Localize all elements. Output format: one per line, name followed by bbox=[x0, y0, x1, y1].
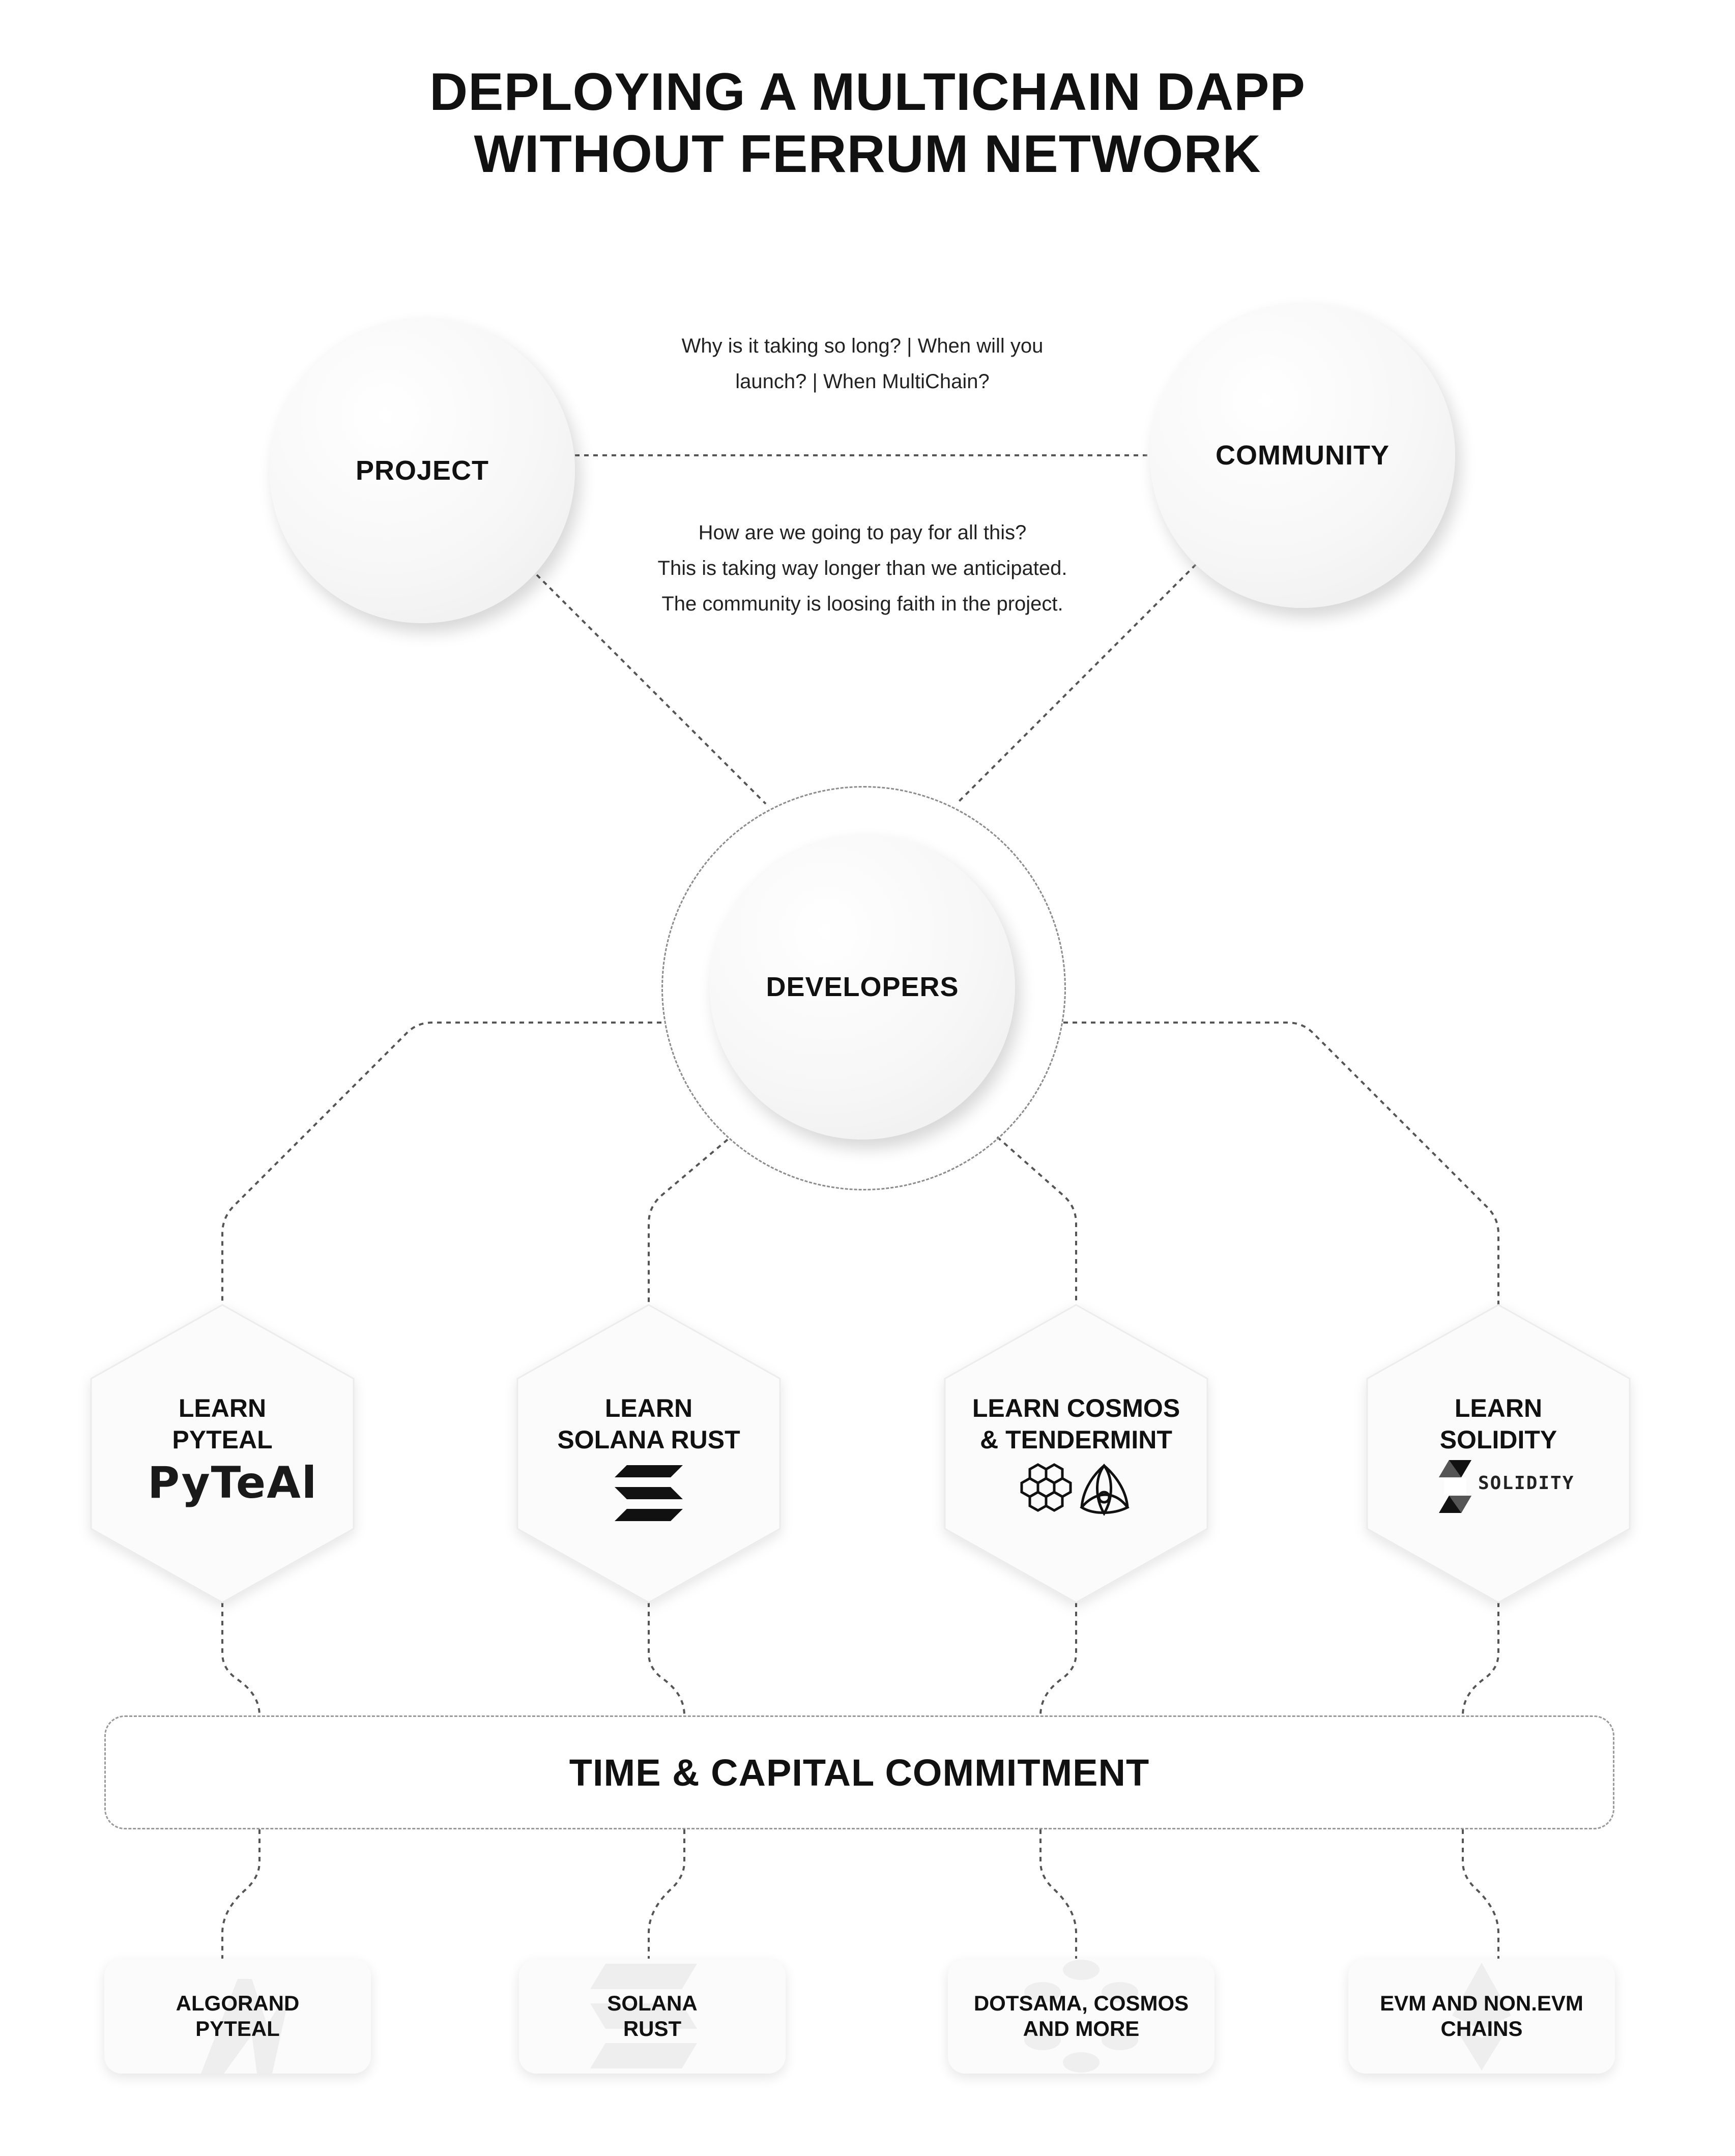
outcome-evm-line-1: EVM AND NON.EVM bbox=[1380, 1991, 1583, 2015]
connector-dev-solana bbox=[648, 1139, 729, 1305]
connector-solidity-commit bbox=[1462, 1603, 1499, 1716]
learn-solana-line-1: LEARN bbox=[604, 1394, 693, 1422]
connector-community-developers bbox=[956, 564, 1197, 805]
hex-learn-cosmos bbox=[944, 1304, 1208, 1604]
developers-label: DEVELOPERS bbox=[766, 972, 959, 1002]
learn-cosmos-line-1: LEARN COSMOS bbox=[972, 1394, 1180, 1422]
developers-node: DEVELOPERS bbox=[710, 834, 1015, 1140]
outcome-algorand-line-1: ALGORAND bbox=[176, 1991, 300, 2015]
outcome-solana: SOLANA RUST bbox=[519, 1959, 786, 2074]
outcome-algorand-line-2: PYTEAL bbox=[195, 2017, 280, 2041]
learn-pyteal-line-1: LEARN bbox=[178, 1394, 267, 1422]
connector-commit-dotsama bbox=[1039, 1829, 1077, 1959]
outcome-dotsama-line-1: DOTSAMA, COSMOS bbox=[973, 1991, 1189, 2015]
outcome-algorand: ALGORAND PYTEAL bbox=[104, 1959, 371, 2074]
outcome-solana-line-1: SOLANA bbox=[607, 1991, 698, 2015]
outcome-solana-line-2: RUST bbox=[623, 2017, 682, 2041]
outcome-dotsama: DOTSAMA, COSMOS AND MORE bbox=[948, 1959, 1214, 2074]
commitment-label: TIME & CAPITAL COMMITMENT bbox=[569, 1751, 1150, 1794]
learn-solana-line-2: SOLANA RUST bbox=[557, 1425, 740, 1454]
learn-solidity-label: LEARN SOLIDITY bbox=[1366, 1392, 1631, 1455]
developers-ring bbox=[661, 786, 1066, 1190]
outcome-evm-label: EVM AND NON.EVM CHAINS bbox=[1348, 1959, 1615, 2074]
solidity-wordmark: SOLIDITY bbox=[1478, 1473, 1575, 1494]
connector-solana-commit bbox=[648, 1603, 685, 1716]
project-label: PROJECT bbox=[355, 455, 489, 486]
learn-cosmos-line-2: & TENDERMINT bbox=[980, 1425, 1172, 1454]
project-concerns-line-2: This is taking way longer than we antici… bbox=[657, 557, 1067, 579]
solana-logo-icon bbox=[615, 1465, 683, 1521]
page-title: DEPLOYING A MULTICHAIN DAPP WITHOUT FERR… bbox=[0, 61, 1735, 185]
ethereum-icon bbox=[1452, 1963, 1511, 2071]
project-node: PROJECT bbox=[270, 318, 575, 623]
polkadot-icon bbox=[1024, 1960, 1138, 2073]
hex-learn-pyteal bbox=[90, 1304, 355, 1604]
connector-commit-solana bbox=[648, 1829, 685, 1959]
title-line-1: DEPLOYING A MULTICHAIN DAPP bbox=[429, 63, 1306, 122]
tendermint-icon bbox=[1080, 1463, 1130, 1516]
connector-dev-cosmos bbox=[996, 1136, 1077, 1305]
outcome-solana-label: SOLANA RUST bbox=[519, 1959, 786, 2074]
learn-solidity-line-1: LEARN bbox=[1454, 1394, 1543, 1422]
project-concerns-note: How are we going to pay for all this? Th… bbox=[583, 515, 1142, 622]
community-questions-line-2: launch? | When MultiChain? bbox=[735, 370, 990, 393]
outcome-dotsama-label: DOTSAMA, COSMOS AND MORE bbox=[948, 1959, 1214, 2074]
community-label: COMMUNITY bbox=[1216, 440, 1390, 471]
learn-solana-label: LEARN SOLANA RUST bbox=[516, 1392, 781, 1455]
pyteal-logo: PyTeAl bbox=[148, 1458, 318, 1508]
title-line-2: WITHOUT FERRUM NETWORK bbox=[474, 125, 1261, 184]
commitment-box: TIME & CAPITAL COMMITMENT bbox=[104, 1715, 1614, 1829]
learn-cosmos-label: LEARN COSMOS & TENDERMINT bbox=[944, 1392, 1208, 1455]
outcome-evm-line-2: CHAINS bbox=[1440, 2017, 1523, 2041]
community-questions-line-1: Why is it taking so long? | When will yo… bbox=[681, 335, 1044, 357]
outcome-evm: EVM AND NON.EVM CHAINS bbox=[1348, 1959, 1615, 2074]
outcome-algorand-label: ALGORAND PYTEAL bbox=[104, 1959, 371, 2074]
connector-commit-algorand bbox=[221, 1829, 261, 1959]
learn-pyteal-line-2: PYTEAL bbox=[172, 1425, 273, 1454]
connector-cosmos-commit bbox=[1039, 1603, 1077, 1716]
connector-pyteal-commit bbox=[221, 1603, 261, 1716]
learn-pyteal-label: LEARN PYTEAL bbox=[90, 1392, 355, 1455]
connector-commit-evm bbox=[1462, 1829, 1499, 1959]
hex-learn-solidity bbox=[1366, 1304, 1631, 1604]
connector-project-developers bbox=[536, 574, 767, 805]
connector-dev-pyteal bbox=[221, 1022, 661, 1305]
algorand-icon bbox=[201, 1979, 287, 2074]
cosmos-hexagons-icon bbox=[1020, 1463, 1072, 1512]
community-node: COMMUNITY bbox=[1150, 303, 1455, 608]
solana-icon bbox=[590, 1964, 697, 2068]
community-questions-note: Why is it taking so long? | When will yo… bbox=[608, 328, 1117, 399]
project-concerns-line-3: The community is loosing faith in the pr… bbox=[661, 593, 1063, 615]
connector-dev-solidity bbox=[1063, 1022, 1499, 1305]
outcome-dotsama-line-2: AND MORE bbox=[1023, 2017, 1140, 2041]
hex-learn-solana bbox=[516, 1304, 781, 1604]
project-concerns-line-1: How are we going to pay for all this? bbox=[698, 521, 1027, 544]
learn-solidity-line-2: SOLIDITY bbox=[1439, 1425, 1557, 1454]
solidity-logo-icon bbox=[1439, 1460, 1471, 1513]
